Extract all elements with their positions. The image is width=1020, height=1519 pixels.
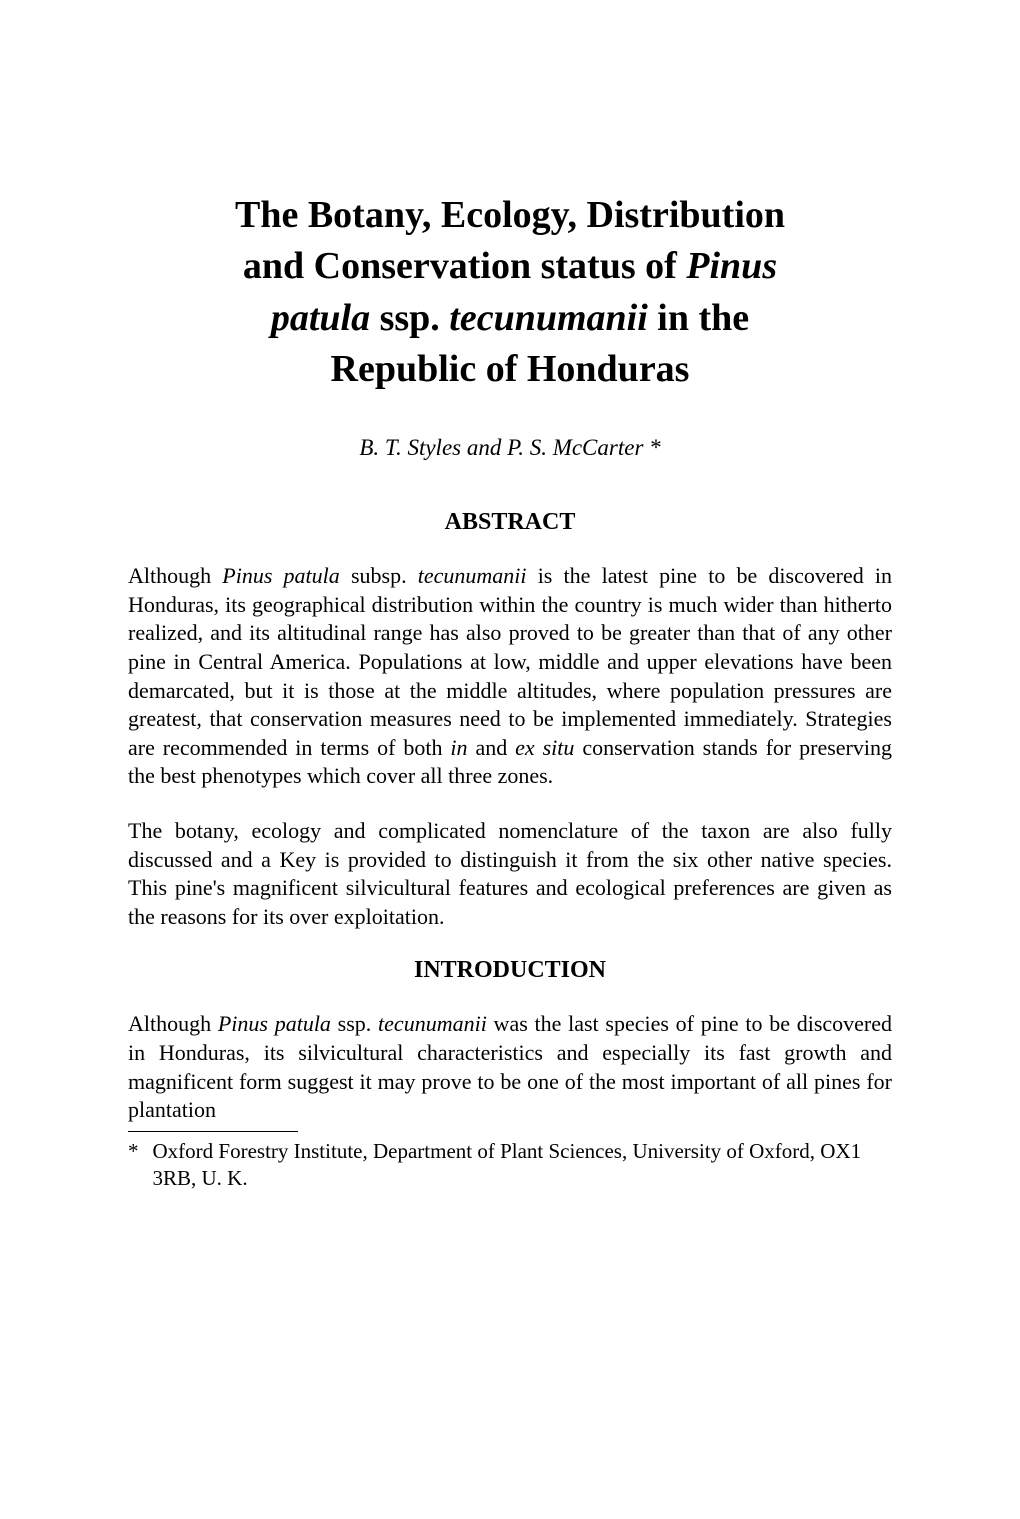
authors: B. T. Styles and P. S. McCarter * — [128, 435, 892, 461]
abstract-p1-text: subsp. — [340, 563, 418, 588]
title-line-4: Republic of Honduras — [331, 348, 690, 390]
abstract-p1-species-1: Pinus patula — [222, 563, 340, 588]
abstract-p1-italic-exsitu: ex situ — [515, 735, 574, 760]
introduction-heading: INTRODUCTION — [128, 957, 892, 984]
intro-p1-species-1: Pinus patula — [218, 1011, 331, 1036]
abstract-p1-text: is the latest pine to be discovered in H… — [128, 563, 892, 760]
title-line-1: The Botany, Ecology, Distribution — [235, 194, 785, 236]
abstract-paragraph-1: Although Pinus patula subsp. tecunumanii… — [128, 562, 892, 791]
footnote-marker: * — [128, 1138, 139, 1193]
introduction-paragraph-1: Although Pinus patula ssp. tecunumanii w… — [128, 1010, 892, 1124]
intro-p1-text: ssp. — [331, 1011, 378, 1036]
title-line-3-italic-1: patula — [271, 297, 370, 339]
title-line-3-italic-2: tecunumanii — [449, 297, 648, 339]
footnote: * Oxford Forestry Institute, Department … — [128, 1138, 892, 1193]
footnote-rule — [128, 1131, 298, 1132]
title-line-2-italic: Pinus — [686, 245, 777, 287]
abstract-p1-text: and — [468, 735, 516, 760]
abstract-p1-species-2: tecunumanii — [418, 563, 527, 588]
abstract-heading: ABSTRACT — [128, 509, 892, 536]
title-line-2-pre: and Conservation status of — [243, 245, 686, 287]
footnote-text: Oxford Forestry Institute, Department of… — [153, 1138, 893, 1193]
abstract-p1-text: Although — [128, 563, 222, 588]
intro-p1-text: Although — [128, 1011, 218, 1036]
intro-p1-species-2: tecunumanii — [378, 1011, 487, 1036]
abstract-paragraph-2: The botany, ecology and complicated nome… — [128, 817, 892, 931]
abstract-p1-italic-in: in — [450, 735, 467, 760]
paper-title: The Botany, Ecology, Distribution and Co… — [128, 190, 892, 395]
title-line-3-post: in the — [648, 297, 749, 339]
title-line-3-mid: ssp. — [370, 297, 449, 339]
